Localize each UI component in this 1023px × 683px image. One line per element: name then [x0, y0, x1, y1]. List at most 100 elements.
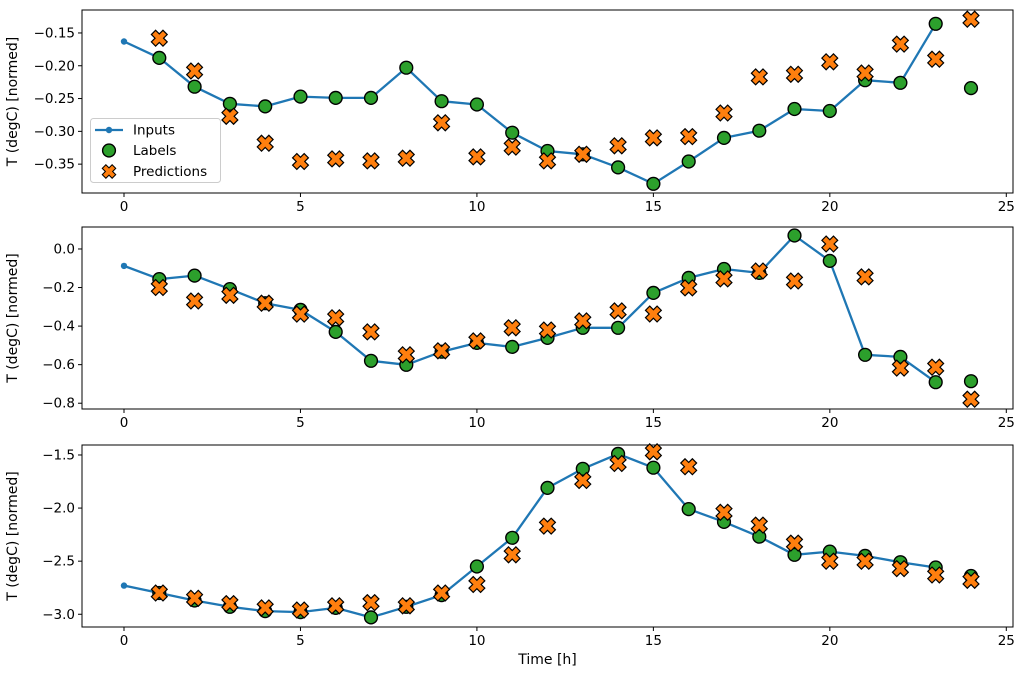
labels-circle-sample	[101, 143, 117, 158]
x-tick-label: 15	[645, 633, 662, 649]
legend-entry-inputs: Inputs	[95, 123, 175, 139]
x-tick-label: 20	[821, 633, 838, 649]
y-tick-label: −0.6	[42, 357, 75, 373]
labels-point	[469, 97, 485, 112]
axes-frame	[81, 226, 1014, 410]
labels-point	[963, 374, 979, 389]
labels-point	[893, 75, 908, 90]
labels-point	[716, 130, 732, 146]
y-tick-label: −0.30	[34, 124, 75, 140]
subplot-1: 0 5 10 15 20 25 −0.15 −0.20 −0.25 −0.30 −0.35 T (de…	[5, 9, 1015, 215]
x-tick-label: 10	[468, 633, 485, 649]
x-tick-label: 5	[296, 199, 305, 215]
labels-point	[752, 123, 767, 138]
predictions-point	[644, 129, 663, 147]
legend-label-labels: Labels	[133, 143, 176, 159]
subplot-3: 0 5 10 15 20 25 −1.5 −2.0 −2.5 −3.0 T (degC) [norm…	[5, 443, 1015, 668]
labels-point	[752, 529, 767, 544]
inputs-point	[120, 38, 128, 45]
predictions-point	[574, 145, 592, 164]
predictions-point	[221, 107, 239, 126]
labels-point	[222, 96, 238, 111]
predictions-point	[679, 457, 698, 476]
inputs-line	[123, 234, 937, 384]
x-tick-label: 0	[120, 415, 129, 431]
predictions-point	[150, 29, 169, 47]
labels-point	[681, 502, 696, 517]
y-tick-label: −1.5	[42, 447, 75, 463]
predictions-point	[503, 138, 521, 156]
predictions-point	[538, 152, 557, 170]
predictions-point	[221, 286, 239, 305]
predictions-point	[785, 272, 804, 290]
predictions-point	[291, 152, 310, 171]
predictions-point	[291, 305, 310, 323]
x-tick-label: 5	[296, 415, 305, 431]
inputs-point	[120, 262, 128, 270]
predictions-point	[679, 279, 698, 297]
predictions-point	[185, 589, 204, 608]
inputs-point	[120, 582, 128, 589]
labels-point	[857, 347, 873, 362]
y-tick-label: −0.8	[42, 396, 75, 412]
y-tick-label: 0.0	[54, 241, 75, 257]
subplot-2: 0 5 10 15 20 25 0.0 −0.2 −0.4 −0.6 −0.8 T (degC) [n…	[5, 226, 1015, 431]
predictions-point	[785, 534, 804, 552]
predictions-point	[891, 359, 910, 377]
predictions-point	[468, 148, 486, 166]
labels-point	[822, 103, 837, 119]
labels-point	[540, 480, 555, 496]
predictions-point	[785, 65, 804, 84]
labels-point	[646, 285, 661, 301]
predictions-point	[926, 358, 945, 376]
y-tick-label: −2.5	[42, 554, 75, 570]
predictions-point	[397, 346, 416, 364]
predictions-point	[962, 571, 980, 590]
predictions-point	[432, 114, 451, 132]
predictions-point	[326, 150, 345, 168]
labels-point	[399, 60, 414, 75]
predictions-point	[715, 104, 733, 122]
predictions-point	[821, 235, 839, 253]
labels-point	[469, 559, 485, 574]
predictions-point	[503, 546, 521, 564]
predictions-point	[574, 312, 592, 330]
predictions-point	[821, 53, 839, 71]
labels-point	[187, 79, 202, 94]
predictions-point	[750, 68, 769, 86]
labels-point	[328, 324, 343, 340]
inputs-line	[123, 23, 937, 185]
predictions-point	[644, 443, 663, 461]
legend-label-predictions: Predictions	[133, 164, 207, 180]
labels-point	[646, 460, 661, 475]
predictions-point	[926, 50, 945, 68]
x-tick-label: 5	[296, 633, 305, 649]
labels-point	[963, 80, 979, 96]
labels-point	[610, 160, 626, 175]
predictions-point	[538, 321, 557, 339]
inputs-line	[123, 452, 936, 619]
predictions-point	[362, 152, 380, 170]
predictions-point	[891, 559, 910, 578]
y-axis-label: T (degC) [normed]	[5, 37, 21, 168]
y-tick-label: −0.15	[34, 25, 75, 41]
predictions-point	[962, 390, 980, 408]
x-tick-label: 15	[645, 199, 662, 215]
predictions-x-sample	[101, 164, 117, 179]
y-tick-label: −0.4	[42, 319, 75, 335]
predictions-point	[856, 268, 874, 286]
legend-label-inputs: Inputs	[133, 123, 175, 139]
predictions-point	[644, 305, 663, 323]
y-tick-label: −0.20	[34, 58, 75, 74]
legend-entry-predictions: Predictions	[101, 164, 207, 180]
predictions-point	[679, 127, 698, 146]
predictions-point	[891, 35, 910, 53]
predictions-point	[926, 566, 945, 584]
x-tick-label: 10	[468, 415, 485, 431]
legend-entry-labels: Labels	[101, 143, 176, 159]
labels-point	[681, 154, 696, 169]
predictions-point	[962, 10, 980, 28]
predictions-point	[468, 332, 486, 350]
predictions-point	[185, 62, 204, 80]
